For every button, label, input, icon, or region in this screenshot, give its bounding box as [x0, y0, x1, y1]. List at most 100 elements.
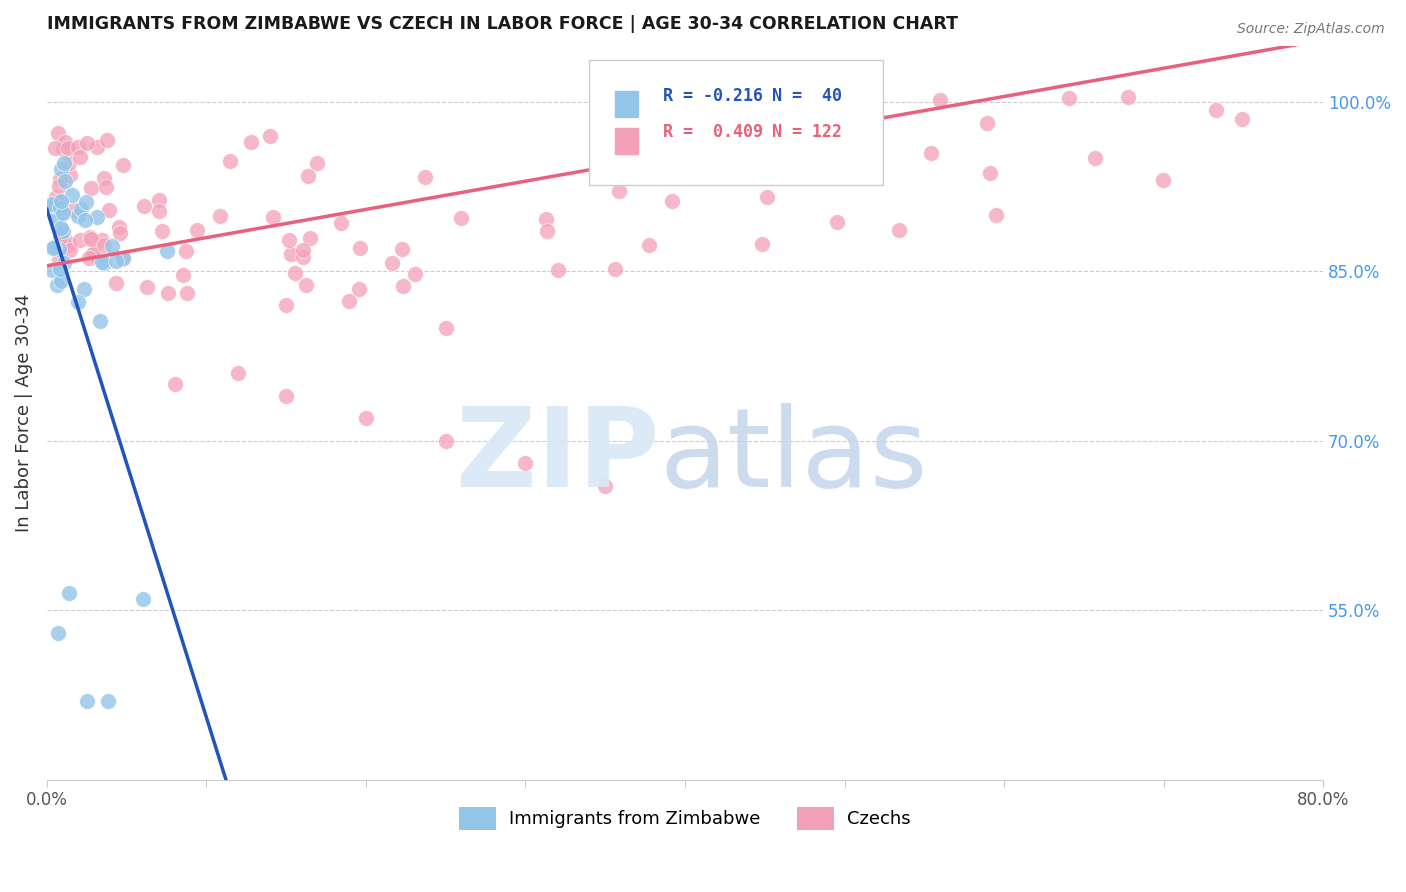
Point — [90, 233, 112, 247]
Point — [347, 282, 370, 296]
Point — [93, 255, 115, 269]
Point — [291, 243, 314, 257]
Point — [834, 151, 856, 165]
Point — [172, 268, 194, 282]
Point — [825, 215, 848, 229]
Point — [661, 194, 683, 208]
Point — [111, 158, 134, 172]
Point — [70, 202, 93, 216]
Point — [89, 313, 111, 327]
Point — [984, 208, 1007, 222]
Point — [41, 263, 63, 277]
Point — [49, 221, 72, 235]
FancyBboxPatch shape — [589, 61, 883, 186]
Point — [48, 253, 70, 268]
Point — [413, 170, 436, 185]
Point — [295, 277, 318, 292]
Point — [591, 144, 613, 158]
Point — [66, 294, 89, 309]
Text: R = -0.216: R = -0.216 — [664, 87, 763, 104]
Point — [48, 126, 70, 140]
Point — [276, 298, 298, 312]
Point — [48, 178, 70, 193]
Y-axis label: In Labor Force | Age 30-34: In Labor Force | Age 30-34 — [15, 293, 32, 532]
Point — [83, 244, 105, 259]
Point — [209, 209, 232, 223]
Point — [86, 140, 108, 154]
Point — [45, 190, 67, 204]
Point — [53, 235, 76, 250]
Point — [751, 237, 773, 252]
Point — [49, 206, 72, 220]
Point — [1152, 173, 1174, 187]
Point — [73, 282, 96, 296]
Text: N = 122: N = 122 — [772, 123, 842, 141]
Text: atlas: atlas — [659, 403, 928, 510]
Point — [132, 199, 155, 213]
Bar — [614, 128, 638, 153]
Point — [53, 255, 76, 269]
Point — [45, 211, 67, 225]
Point — [298, 231, 321, 245]
Point — [53, 155, 76, 169]
Point — [218, 154, 240, 169]
Point — [547, 263, 569, 277]
Point — [58, 140, 80, 154]
Point — [66, 140, 89, 154]
Point — [44, 141, 66, 155]
Point — [80, 181, 103, 195]
Point — [756, 190, 779, 204]
Point — [1084, 151, 1107, 165]
Point — [60, 188, 83, 202]
Point — [66, 209, 89, 223]
Point — [105, 254, 128, 268]
Point — [58, 237, 80, 252]
Text: R =  0.409: R = 0.409 — [664, 123, 763, 141]
Point — [96, 133, 118, 147]
Point — [240, 136, 263, 150]
Point — [48, 243, 70, 257]
Point — [41, 197, 63, 211]
Point — [280, 247, 302, 261]
Point — [381, 256, 404, 270]
Point — [278, 233, 301, 247]
Point — [45, 278, 67, 293]
Point — [69, 150, 91, 164]
Point — [49, 262, 72, 277]
Point — [156, 286, 179, 301]
Point — [86, 210, 108, 224]
Point — [515, 457, 537, 471]
Point — [76, 693, 98, 707]
Point — [536, 224, 558, 238]
Point — [534, 211, 557, 226]
Point — [284, 266, 307, 280]
Point — [976, 116, 998, 130]
Point — [603, 261, 626, 276]
Point — [58, 156, 80, 170]
Point — [93, 237, 115, 252]
Point — [55, 234, 77, 248]
Point — [148, 203, 170, 218]
Text: N =  40: N = 40 — [772, 87, 842, 104]
Point — [176, 286, 198, 301]
Point — [44, 240, 66, 254]
Point — [292, 250, 315, 264]
Point — [69, 233, 91, 247]
Point — [76, 136, 98, 150]
Point — [392, 278, 415, 293]
Point — [638, 238, 661, 252]
Point — [46, 196, 69, 211]
Point — [979, 166, 1001, 180]
Point — [48, 201, 70, 215]
Point — [772, 161, 794, 175]
Point — [93, 171, 115, 186]
Point — [75, 195, 97, 210]
Point — [450, 211, 472, 225]
Point — [94, 180, 117, 194]
Point — [79, 251, 101, 265]
Point — [108, 226, 131, 240]
Point — [107, 219, 129, 234]
Point — [52, 224, 75, 238]
Point — [53, 173, 76, 187]
Point — [651, 133, 673, 147]
